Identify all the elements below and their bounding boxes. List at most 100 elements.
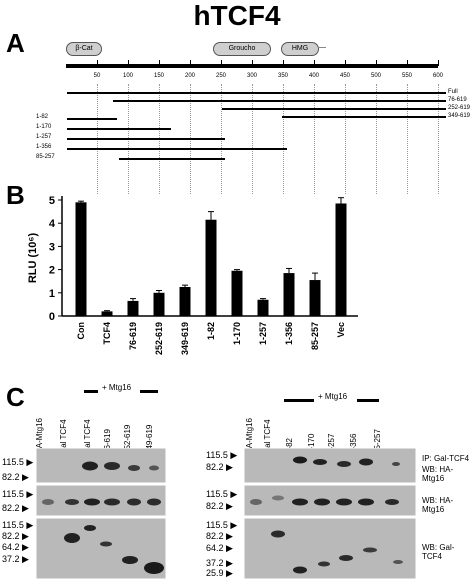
ruler-tick	[438, 60, 439, 66]
mw-marker: 115.5 ▶	[206, 520, 238, 530]
category-label: TCF4	[102, 322, 112, 345]
y-tick-label: 0	[49, 311, 55, 323]
category-label: 1-82	[206, 322, 216, 340]
construct-line	[282, 116, 446, 118]
blot-band	[272, 495, 284, 501]
ruler-tick-label: 550	[401, 73, 412, 79]
blot-band	[147, 498, 161, 506]
y-tick-label: 5	[49, 195, 55, 207]
y-tick-label: 2	[49, 265, 55, 277]
construct-label: 1-257	[36, 134, 52, 140]
category-label: Con	[76, 322, 86, 340]
bar	[205, 219, 217, 316]
blot-band	[144, 562, 164, 574]
mw-marker: 115.5 ▶	[2, 457, 34, 467]
category-label: 252-619	[154, 322, 164, 355]
blot-strip	[243, 517, 417, 579]
y-tick-label: 1	[49, 288, 55, 300]
mw-marker: 82.2 ▶	[206, 462, 233, 472]
western-blots	[35, 448, 417, 579]
bar	[309, 280, 321, 316]
mw-marker: 37.2 ▶	[2, 554, 29, 564]
construct-line	[66, 148, 287, 150]
y-tick-label: 3	[49, 241, 55, 253]
y-axis-label: RLU (10⁶)	[27, 233, 39, 284]
blot-band	[358, 498, 374, 506]
blot-band	[339, 555, 353, 561]
ruler-tick	[407, 60, 408, 66]
figure-title: hTCF4	[193, 0, 281, 31]
category-label: 1-257	[258, 322, 268, 345]
mw-marker: 25.9 ▶	[206, 568, 233, 578]
wb-note-1: WB: HA-Mtg16	[422, 465, 454, 483]
blot-band	[84, 498, 100, 506]
blot-band	[292, 498, 308, 506]
blot-strip	[35, 484, 167, 517]
wb-note-3: WB: Gal-TCF4	[422, 543, 455, 561]
ruler-tick	[97, 60, 98, 66]
blot-strip	[243, 448, 417, 484]
ruler-tick	[345, 60, 346, 66]
ruler-tick	[159, 60, 160, 66]
mw-marker: 82.2 ▶	[2, 472, 29, 482]
blot-band	[84, 525, 96, 531]
ruler-gridline	[345, 84, 346, 194]
construct-label: 1-170	[36, 124, 52, 130]
ruler-gridline	[407, 84, 408, 194]
domain-hmg-tail	[318, 47, 326, 48]
construct-line	[113, 100, 446, 102]
mtg16-label-left: + Mtg16	[102, 383, 132, 392]
panel-label-b: B	[6, 180, 25, 210]
ruler-gridline	[283, 84, 284, 194]
ruler-tick-label: 150	[153, 73, 164, 79]
ruler-tick	[283, 60, 284, 66]
category-label: 1-170	[232, 322, 242, 345]
domain-beta-cat: β-Cat	[66, 42, 102, 56]
category-label: Vec	[336, 322, 346, 338]
construct-label: 1-82	[36, 114, 49, 120]
construct-label: 85-257	[36, 154, 55, 160]
blot-band	[293, 566, 307, 574]
domain-groucho: Groucho	[213, 42, 271, 56]
blot-band	[392, 462, 400, 466]
protein-ruler	[66, 64, 438, 68]
bar	[179, 287, 191, 316]
blot-band	[42, 499, 54, 505]
ruler-tick-label: 100	[122, 73, 133, 79]
ip-note: IP: Gal-TCF4	[422, 454, 470, 463]
blot-band	[318, 561, 330, 567]
panel-label-c: C	[6, 382, 25, 412]
bar	[75, 202, 87, 316]
bar	[231, 270, 243, 316]
mw-marker: 82.2 ▶	[2, 531, 29, 541]
ruler-tick-label: 300	[246, 73, 257, 79]
ruler-tick	[376, 60, 377, 66]
ruler-tick	[128, 60, 129, 66]
blot-band	[250, 499, 262, 505]
construct-label: 76-619	[448, 97, 467, 103]
bar	[257, 299, 269, 316]
ruler-tick-label: 500	[370, 73, 381, 79]
construct-line	[66, 138, 226, 140]
ruler-tick-label: 50	[93, 73, 101, 79]
mw-marker: 82.2 ▶	[206, 531, 233, 541]
mw-marker: 115.5 ▶	[2, 489, 34, 499]
construct-label: 1-356	[36, 144, 52, 150]
category-label: 1-356	[284, 322, 294, 345]
category-label: 349-619	[180, 322, 190, 355]
y-tick-label: 4	[49, 218, 56, 230]
blot-band	[271, 530, 285, 538]
blot-band	[293, 456, 307, 464]
blot-band	[336, 498, 352, 506]
ruler-gridline	[314, 84, 315, 194]
mtg16-bracket-left-b	[140, 390, 158, 393]
ruler-tick-label: 450	[339, 73, 350, 79]
construct-line	[66, 92, 446, 94]
blot-band	[385, 499, 399, 505]
blot-band	[393, 560, 403, 564]
blot-band	[128, 465, 140, 471]
mw-marker: 82.2 ▶	[206, 501, 233, 511]
mtg16-bracket-right-a	[284, 399, 314, 402]
mtg16-label-right: + Mtg16	[318, 392, 348, 401]
bar	[127, 300, 139, 316]
